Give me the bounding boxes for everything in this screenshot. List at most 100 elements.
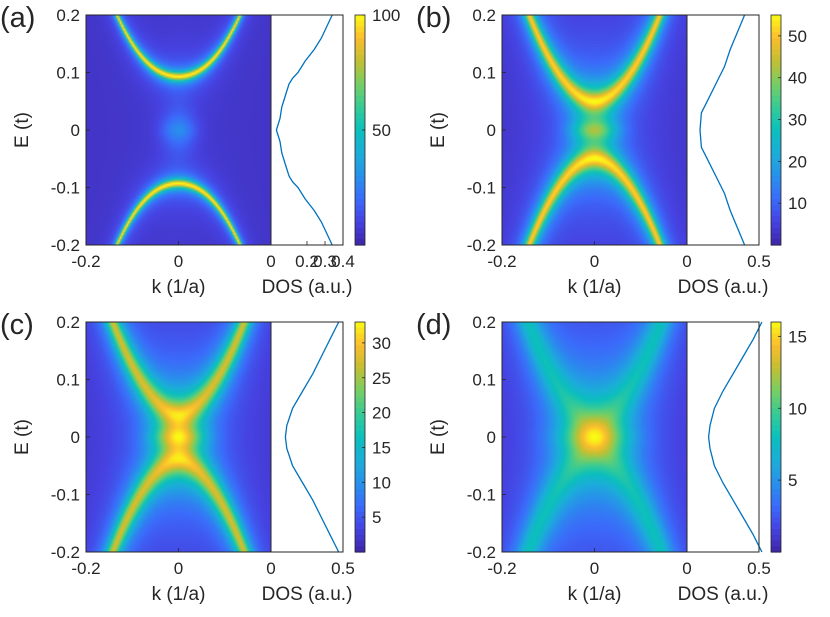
dos-curve: [284, 321, 340, 553]
colorbar-segment: [355, 20, 365, 28]
y-tick-label: -0.1: [467, 486, 496, 505]
colorbar-segment: [355, 181, 365, 189]
colorbar-segment: [771, 95, 781, 102]
y-tick-label: 0.1: [472, 64, 496, 83]
colorbar-segment: [771, 454, 781, 461]
colorbar-frame: [354, 321, 366, 553]
colorbar-segment: [771, 216, 781, 223]
colorbar-segment: [355, 322, 365, 329]
colorbar-segment: [771, 391, 781, 398]
dos-x-tick-label: 0.5: [747, 252, 771, 271]
colorbar-segment: [771, 20, 781, 28]
x-tick-label: 0: [590, 559, 599, 578]
colorbar-segment: [771, 517, 781, 524]
colorbar-segment: [355, 391, 365, 398]
colorbar-segment: [771, 239, 781, 246]
colorbar-tick-label: 10: [788, 194, 807, 213]
colorbar-segment: [771, 529, 781, 536]
colorbar-segment: [355, 193, 365, 200]
colorbar-segment: [771, 471, 781, 478]
colorbar-segment: [355, 78, 365, 85]
colorbar-segment: [355, 460, 365, 467]
colorbar-segment: [771, 488, 781, 496]
x-tick-label: 0: [174, 252, 183, 271]
colorbar-segment: [771, 408, 781, 415]
y-tick-label: -0.2: [51, 543, 80, 562]
colorbar-tick-label: 30: [788, 111, 807, 130]
colorbar-segment: [355, 540, 365, 547]
y-tick-label: 0: [487, 121, 496, 140]
colorbar-segment: [355, 141, 365, 148]
panel-b: 0.2 0.1 0 -0.1 -0.2 E (t) -0.2 0 k (1/a) 0 0.5 DOS …: [416, 2, 807, 298]
colorbar-segment: [771, 164, 781, 171]
colorbar-segment: [771, 500, 781, 507]
dos-x-tick-label: 0: [266, 559, 275, 578]
colorbar-tick-label: 50: [788, 27, 807, 46]
dos-background: [687, 15, 759, 245]
dos-background: [687, 322, 759, 552]
y-tick-label: -0.1: [51, 179, 80, 198]
panel-a: 0.20.10-0.1-0.2E (t)-0.2 0k (1/a)0 0.20.30…: [0, 2, 400, 298]
colorbar-segment: [355, 164, 365, 171]
colorbar-segment: [355, 199, 365, 206]
y-axis-label: E (t): [428, 112, 449, 148]
dos-x-tick-label: 0: [266, 252, 275, 271]
colorbar-segment: [771, 153, 781, 160]
colorbar-segment: [355, 465, 365, 473]
colorbar-segment: [355, 89, 365, 97]
colorbar-segment: [355, 187, 365, 194]
colorbar-segment: [355, 437, 365, 444]
dos-x-tick-label: 0.5: [747, 559, 771, 578]
y-tick-label: -0.2: [467, 236, 496, 255]
colorbar-segment: [771, 141, 781, 148]
colorbar-segment: [771, 118, 781, 125]
colorbar-tick-label: 30: [372, 334, 391, 353]
dos-curve: [707, 321, 763, 553]
colorbar-segment: [771, 170, 781, 177]
x-axis-label: k (1/a): [152, 584, 206, 605]
colorbar-segment: [355, 15, 365, 22]
colorbar-segment: [355, 339, 365, 346]
colorbar-segment: [355, 414, 365, 421]
colorbar-segment: [355, 124, 365, 131]
colorbar-segment: [771, 506, 781, 513]
dos-x-axis-label: DOS (a.u.): [262, 584, 353, 605]
colorbar-segment: [771, 534, 781, 542]
spectral-heatmap: [86, 15, 271, 245]
dos-x-tick-label: 0.2: [295, 252, 319, 271]
y-axis-label: E (t): [12, 112, 33, 148]
colorbar-segment: [355, 483, 365, 490]
colorbar-segment: [771, 187, 781, 194]
colorbar-tick-label: 10: [372, 473, 391, 492]
colorbar-segment: [771, 15, 781, 22]
dos-background: [271, 322, 343, 552]
colorbar-frame: [770, 14, 782, 246]
colorbar-tick-label: 20: [372, 404, 391, 423]
colorbar-segment: [771, 130, 781, 137]
colorbar-segment: [355, 396, 365, 404]
x-tick-label: 0: [590, 252, 599, 271]
colorbar-segment: [771, 124, 781, 131]
colorbar-segment: [771, 396, 781, 404]
colorbar-segment: [771, 356, 781, 363]
colorbar-segment: [355, 529, 365, 536]
colorbar-segment: [771, 61, 781, 68]
colorbar-segment: [355, 176, 365, 183]
colorbar-segment: [355, 362, 365, 369]
colorbar-segment: [355, 84, 365, 91]
colorbar-segment: [771, 385, 781, 392]
colorbar-segment: [771, 350, 781, 358]
colorbar-segment: [355, 368, 365, 375]
spectral-heatmap: [86, 322, 271, 552]
colorbar-segment: [355, 517, 365, 524]
colorbar-segment: [355, 402, 365, 409]
colorbar-segment: [355, 431, 365, 438]
colorbar-segment: [771, 84, 781, 91]
colorbar-segment: [355, 511, 365, 519]
colorbar-segment: [771, 32, 781, 39]
colorbar-segment: [355, 147, 365, 154]
colorbar-segment: [771, 222, 781, 229]
colorbar-segment: [771, 181, 781, 189]
colorbar-segment: [355, 523, 365, 530]
